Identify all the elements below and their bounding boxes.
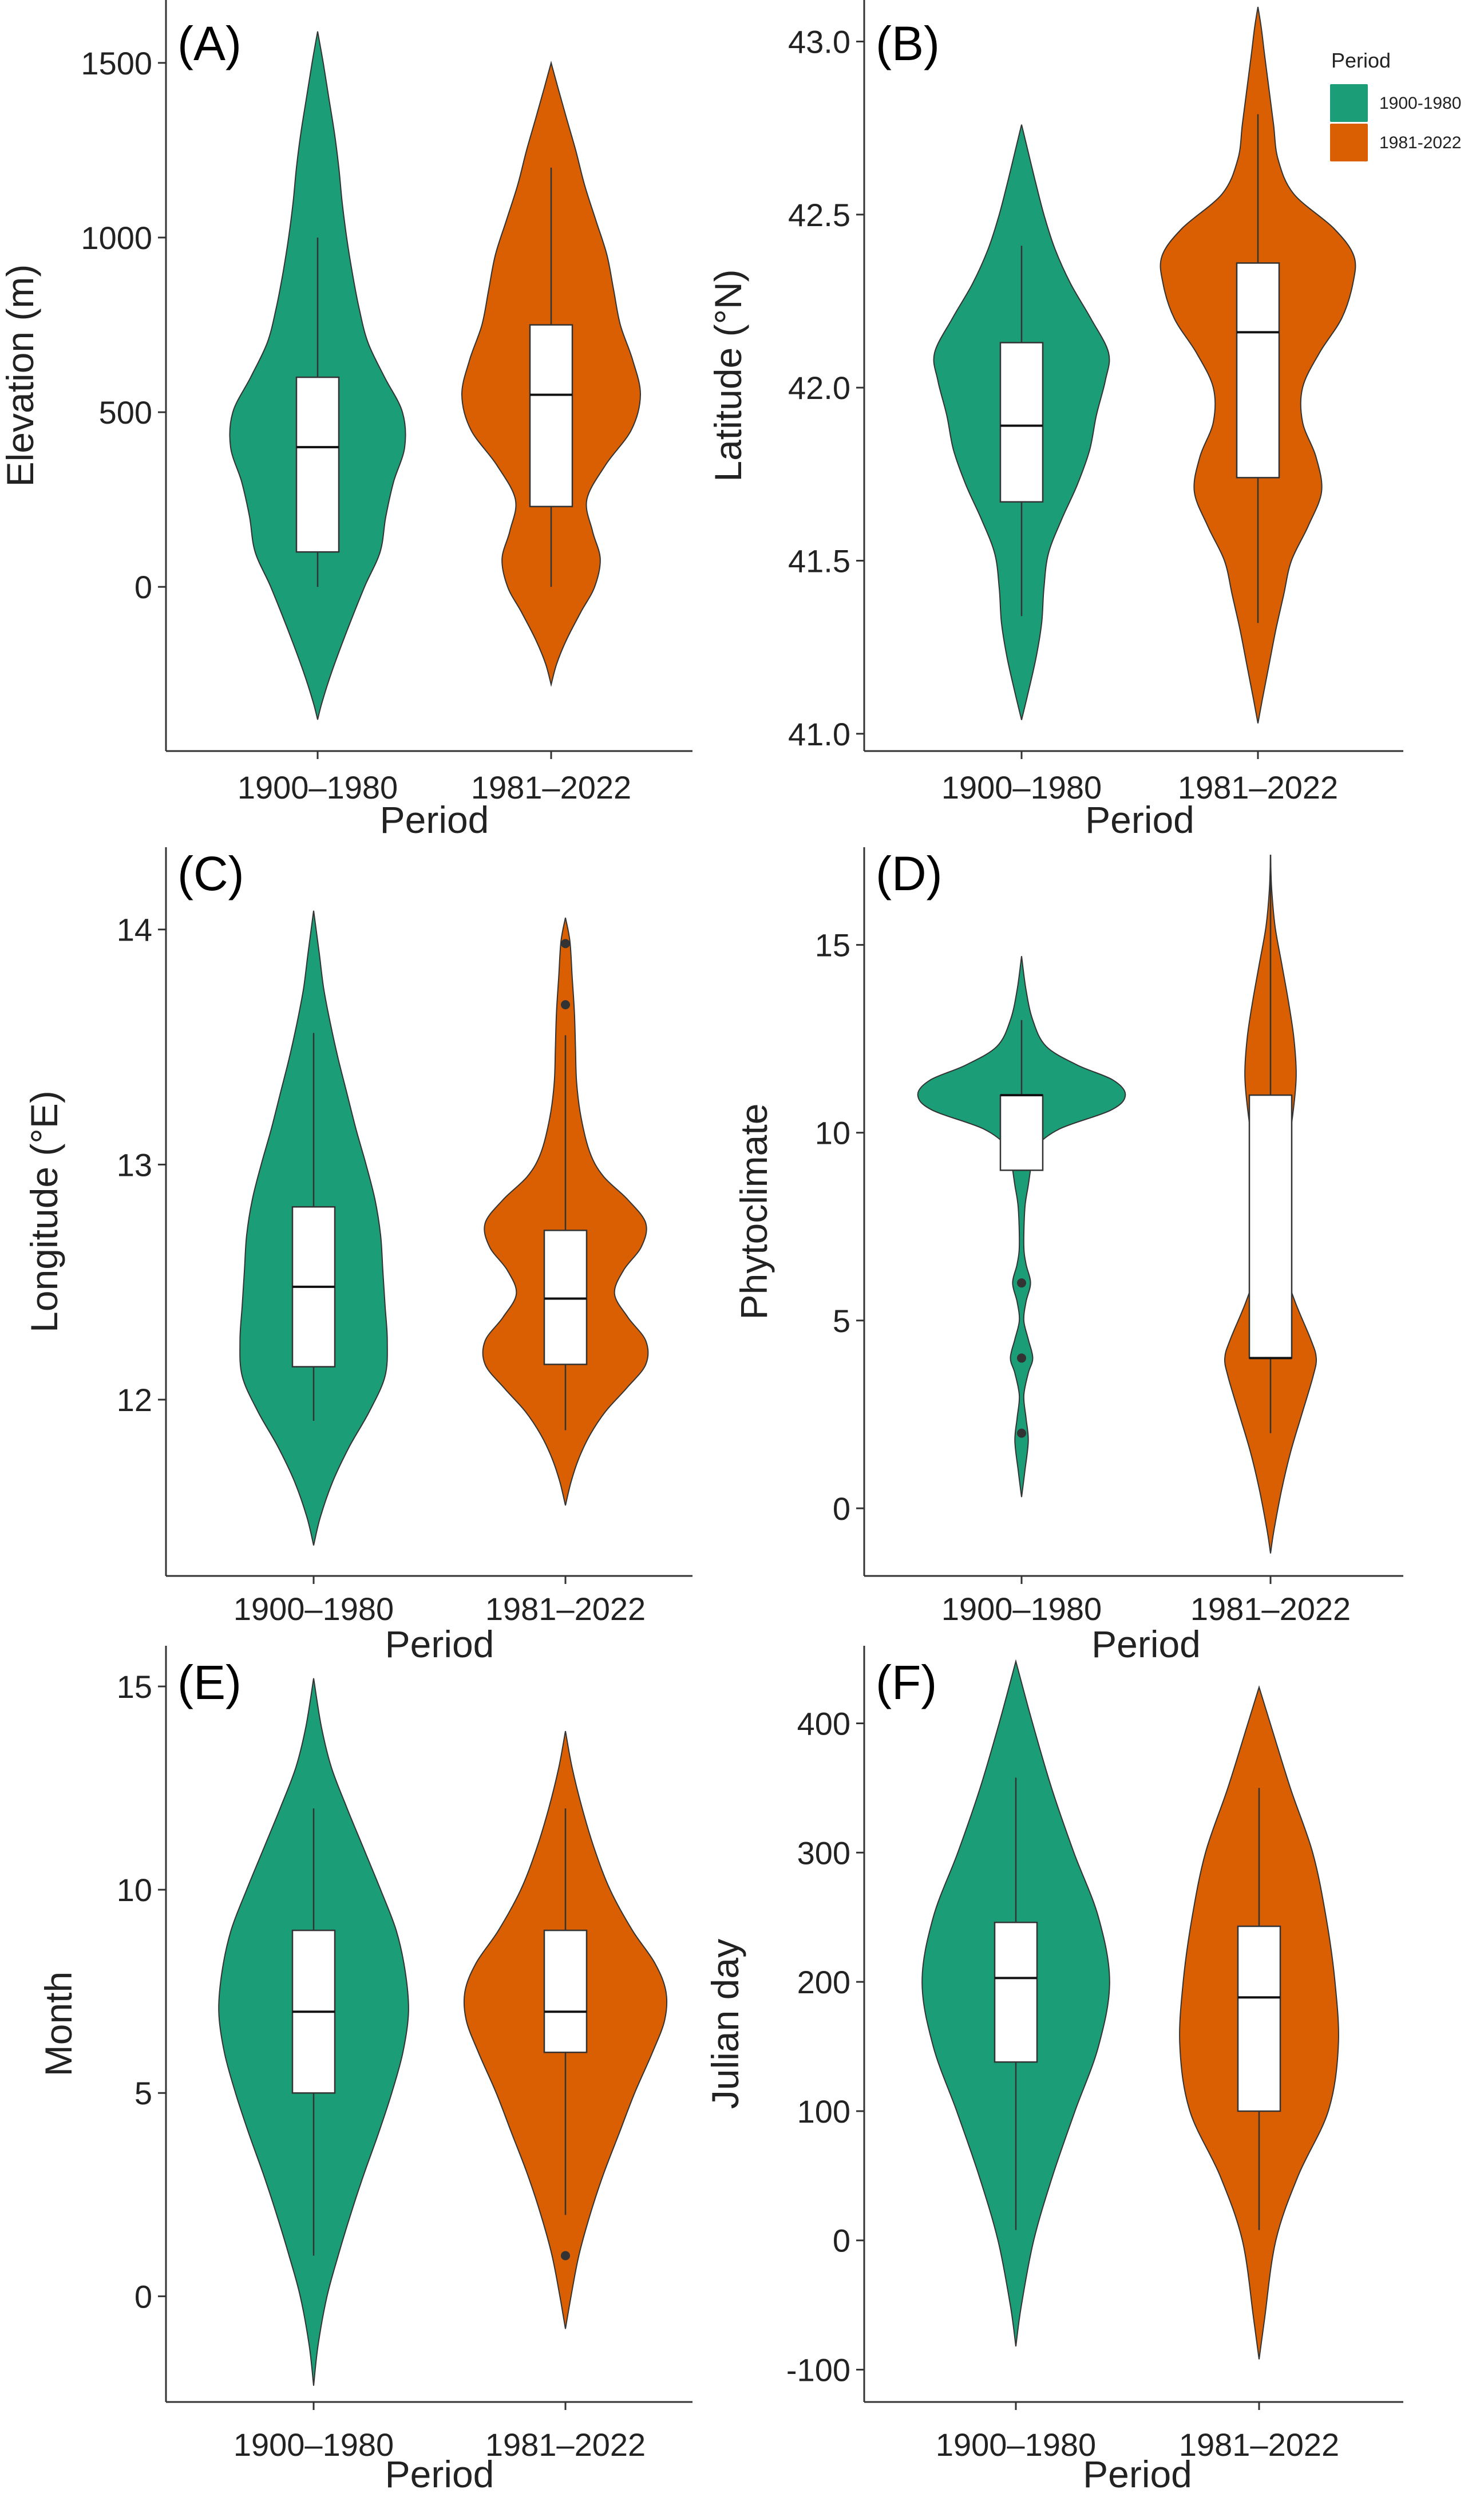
y-tick-label: 500 [99, 394, 152, 430]
x-axis-title: Period [1083, 2453, 1192, 2493]
y-tick-label: 13 [117, 1147, 152, 1183]
y-tick-label: 1000 [81, 220, 152, 256]
legend-title: Period [1331, 49, 1391, 72]
x-tick-label: 1900–1980 [238, 769, 398, 805]
y-tick-label: 0 [833, 2223, 850, 2259]
panel-f: -100 0 100 200 300 400 1900–1980 1981–2022Perio… [704, 1646, 1403, 2493]
x-tick-label: 1981–2022 [1179, 2427, 1339, 2463]
y-tick-label: 400 [797, 1705, 850, 1741]
y-axis-title: Month [37, 1972, 80, 2076]
y-tick-label: 0 [134, 569, 152, 605]
x-axis-title: Period [385, 1623, 494, 1665]
x-tick-label: 1981–2022 [485, 1591, 646, 1627]
x-tick-label: 1981–2022 [1190, 1591, 1351, 1627]
box-1981-2022 [543, 1929, 588, 2053]
outlier-point [561, 1000, 570, 1010]
panel-tag: (F) [876, 1656, 937, 1709]
x-tick-label: 1900–1980 [941, 769, 1102, 805]
box-1900-1980 [994, 1921, 1038, 2063]
box-1900-1980 [999, 1094, 1044, 1171]
y-tick-label: 42.0 [788, 370, 850, 406]
y-tick-label: 1500 [81, 45, 152, 81]
x-tick-label: 1981–2022 [485, 2427, 646, 2463]
legend-swatch-1981-2022 [1330, 124, 1368, 161]
outlier-point [561, 939, 570, 949]
x-tick-label: 1900–1980 [234, 2427, 394, 2463]
box-1900-1980 [999, 342, 1044, 503]
outlier-point [1017, 1428, 1026, 1438]
y-tick-label: -100 [786, 2352, 850, 2388]
panel-tag: (E) [177, 1656, 242, 1709]
x-tick-label: 1900–1980 [941, 1591, 1102, 1627]
outlier-point [1017, 1353, 1026, 1363]
y-axis-title: Longitude (°E) [23, 1091, 65, 1333]
y-axis-title: Latitude (°N) [707, 269, 749, 481]
y-tick-label: 12 [117, 1382, 152, 1418]
outlier-point [561, 2251, 570, 2261]
panel-tag: (B) [876, 17, 940, 70]
y-tick-label: 5 [833, 1303, 850, 1339]
y-tick-label: 41.5 [788, 543, 850, 579]
box-1981-2022 [1237, 1925, 1281, 2112]
box-1981-2022 [529, 324, 573, 508]
outlier-point [1017, 1278, 1026, 1288]
x-tick-label: 1981–2022 [1178, 769, 1338, 805]
y-axis-title: Elevation (m) [0, 264, 41, 487]
y-axis-title: Phytoclimate [733, 1104, 775, 1320]
x-tick-label: 1981–2022 [471, 769, 631, 805]
x-tick-label: 1900–1980 [234, 1591, 394, 1627]
violin-1900-1980 [917, 956, 1126, 1498]
y-tick-label: 42.5 [788, 197, 850, 233]
y-tick-label: 14 [117, 912, 152, 948]
legend-label-1981-2022: 1981-2022 [1379, 133, 1461, 152]
y-tick-label: 0 [134, 2278, 152, 2314]
y-tick-label: 100 [797, 2093, 850, 2129]
y-tick-label: 15 [117, 1669, 152, 1705]
y-axis-title: Julian day [704, 1939, 746, 2109]
panel-tag: (A) [177, 17, 242, 70]
legend-swatch-1900-1980 [1330, 84, 1368, 122]
y-tick-label: 41.0 [788, 716, 850, 752]
y-tick-label: 43.0 [788, 24, 850, 60]
box-1981-2022 [1236, 262, 1280, 479]
box-1981-2022 [1248, 1094, 1293, 1359]
x-axis-title: Period [1091, 1623, 1201, 1665]
y-tick-label: 300 [797, 1835, 850, 1871]
y-tick-label: 200 [797, 1964, 850, 2000]
y-tick-label: 0 [833, 1491, 850, 1527]
legend: Period 1900-1980 1981-2022 [1330, 49, 1461, 161]
y-tick-label: 10 [117, 1872, 152, 1908]
legend-label-1900-1980: 1900-1980 [1379, 94, 1461, 113]
panel-tag: (C) [177, 847, 244, 900]
y-tick-label: 5 [134, 2075, 152, 2111]
box-1900-1980 [295, 376, 340, 553]
panel-tag: (D) [876, 847, 943, 900]
x-axis-title: Period [1085, 799, 1194, 841]
x-tick-label: 1900–1980 [936, 2427, 1096, 2463]
box-1981-2022 [543, 1230, 588, 1365]
x-axis-title: Period [385, 2453, 494, 2493]
x-axis-title: Period [380, 799, 489, 841]
y-tick-label: 10 [815, 1115, 850, 1151]
y-tick-label: 15 [815, 927, 850, 963]
